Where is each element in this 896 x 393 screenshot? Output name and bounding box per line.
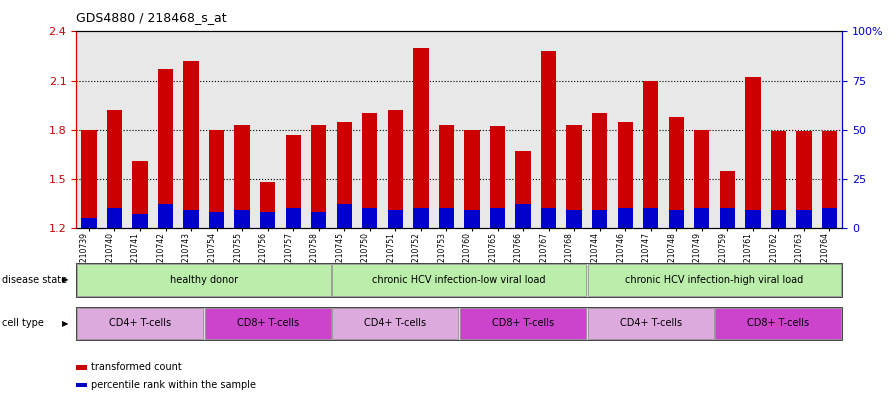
Text: CD8+ T-cells: CD8+ T-cells	[492, 318, 554, 328]
Bar	[184, 210, 199, 228]
Text: healthy donor: healthy donor	[169, 275, 238, 285]
Text: GDS4880 / 218468_s_at: GDS4880 / 218468_s_at	[76, 11, 227, 24]
Bar	[388, 110, 403, 228]
Bar	[82, 218, 97, 228]
Bar	[617, 121, 633, 228]
Bar	[311, 212, 326, 228]
Bar	[464, 130, 479, 228]
Text: ▶: ▶	[62, 275, 69, 285]
Bar	[694, 130, 710, 228]
Bar	[515, 204, 530, 228]
Bar	[362, 113, 377, 228]
Text: chronic HCV infection-high viral load: chronic HCV infection-high viral load	[625, 275, 804, 285]
Bar	[362, 208, 377, 228]
Bar	[797, 210, 812, 228]
Bar	[311, 125, 326, 228]
Bar	[592, 113, 607, 228]
Bar	[643, 208, 659, 228]
Bar	[541, 51, 556, 228]
Bar	[107, 208, 122, 228]
Bar	[668, 210, 684, 228]
Bar	[235, 125, 250, 228]
Bar	[337, 204, 352, 228]
Bar	[566, 210, 582, 228]
Bar	[413, 48, 428, 228]
Bar	[771, 131, 786, 228]
Text: cell type: cell type	[2, 318, 44, 328]
Bar	[286, 208, 301, 228]
Bar	[82, 130, 97, 228]
Text: percentile rank within the sample: percentile rank within the sample	[91, 380, 256, 390]
Bar	[515, 151, 530, 228]
Bar	[592, 210, 607, 228]
Bar	[719, 171, 735, 228]
Bar	[413, 208, 428, 228]
Bar	[566, 125, 582, 228]
Text: CD4+ T-cells: CD4+ T-cells	[109, 318, 171, 328]
Bar	[745, 77, 761, 228]
Bar	[694, 208, 710, 228]
Bar	[797, 131, 812, 228]
Bar	[490, 208, 505, 228]
Bar	[107, 110, 122, 228]
Bar	[541, 208, 556, 228]
Text: CD4+ T-cells: CD4+ T-cells	[365, 318, 426, 328]
Bar	[643, 81, 659, 228]
Bar	[133, 214, 148, 228]
Bar	[158, 69, 173, 228]
Bar	[209, 212, 224, 228]
Bar	[668, 117, 684, 228]
Text: chronic HCV infection-low viral load: chronic HCV infection-low viral load	[373, 275, 546, 285]
Bar	[133, 161, 148, 228]
Bar	[745, 210, 761, 228]
Bar	[260, 182, 275, 228]
Bar	[209, 130, 224, 228]
Bar	[235, 210, 250, 228]
Text: ▶: ▶	[62, 319, 69, 328]
Bar	[286, 134, 301, 228]
Text: disease state: disease state	[2, 275, 67, 285]
Bar	[464, 210, 479, 228]
Bar	[184, 61, 199, 228]
Bar	[617, 208, 633, 228]
Text: CD4+ T-cells: CD4+ T-cells	[620, 318, 682, 328]
Bar	[337, 121, 352, 228]
Text: transformed count: transformed count	[91, 362, 182, 373]
Bar	[439, 125, 454, 228]
Bar	[719, 208, 735, 228]
Bar	[822, 208, 837, 228]
Bar	[439, 208, 454, 228]
Text: CD8+ T-cells: CD8+ T-cells	[747, 318, 809, 328]
Text: CD8+ T-cells: CD8+ T-cells	[237, 318, 298, 328]
Bar	[388, 210, 403, 228]
Bar	[490, 127, 505, 228]
Bar	[822, 131, 837, 228]
Bar	[158, 204, 173, 228]
Bar	[260, 212, 275, 228]
Bar	[771, 210, 786, 228]
